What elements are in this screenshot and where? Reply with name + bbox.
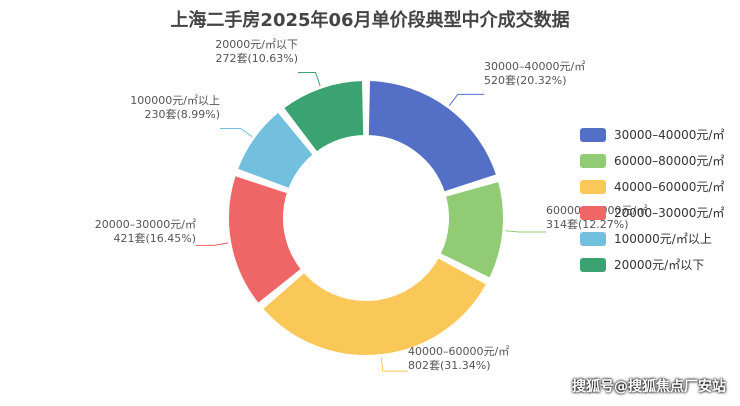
watermark: 搜狐号@搜狐焦点厂安站 — [572, 379, 726, 395]
slice-label-name: 20000–30000元/㎡ — [95, 218, 196, 231]
leader-line — [196, 242, 229, 246]
legend-swatch[interactable] — [580, 180, 606, 194]
slice-label-count: 230套(8.99%) — [144, 108, 220, 121]
legend-label[interactable]: 20000元/㎡以下 — [614, 258, 704, 272]
donut-slice[interactable] — [366, 79, 499, 194]
slice-label-name: 40000–60000元/㎡ — [408, 345, 509, 358]
leader-line — [220, 127, 253, 138]
leader-line — [298, 72, 321, 86]
legend-swatch[interactable] — [580, 206, 606, 220]
legend-label[interactable]: 40000–60000元/㎡ — [614, 180, 724, 194]
slice-label-count: 272套(10.63%) — [215, 52, 298, 65]
legend-label[interactable]: 20000–30000元/㎡ — [614, 206, 724, 220]
legend-swatch[interactable] — [580, 258, 606, 272]
donut-slice[interactable] — [281, 79, 366, 154]
leader-line — [449, 93, 484, 106]
slice-label-count: 802套(31.34%) — [408, 359, 491, 372]
legend-label[interactable]: 100000元/㎡以上 — [614, 232, 712, 246]
donut-slice[interactable] — [227, 174, 303, 306]
slice-label-name: 20000元/㎡以下 — [215, 38, 298, 51]
slice-label-count: 520套(20.32%) — [484, 74, 567, 87]
legend-swatch[interactable] — [580, 232, 606, 246]
leader-line — [380, 357, 408, 372]
legend-swatch[interactable] — [580, 154, 606, 168]
donut-slice[interactable] — [438, 179, 505, 280]
chart-title: 上海二手房2025年06月单价段典型中介成交数据 — [170, 10, 570, 31]
legend-label[interactable]: 30000–40000元/㎡ — [614, 128, 724, 142]
donut-slice[interactable] — [261, 256, 489, 357]
slice-label-name: 30000–40000元/㎡ — [484, 60, 585, 73]
legend-label[interactable]: 60000–80000元/㎡ — [614, 154, 724, 168]
donut-slice[interactable] — [235, 110, 315, 191]
slice-label-count: 421套(16.45%) — [113, 232, 196, 245]
slice-label-name: 100000元/㎡以上 — [130, 94, 220, 107]
leader-line — [505, 230, 546, 233]
legend-swatch[interactable] — [580, 128, 606, 142]
slice-label-count: 314套(12.27%) — [546, 218, 629, 231]
